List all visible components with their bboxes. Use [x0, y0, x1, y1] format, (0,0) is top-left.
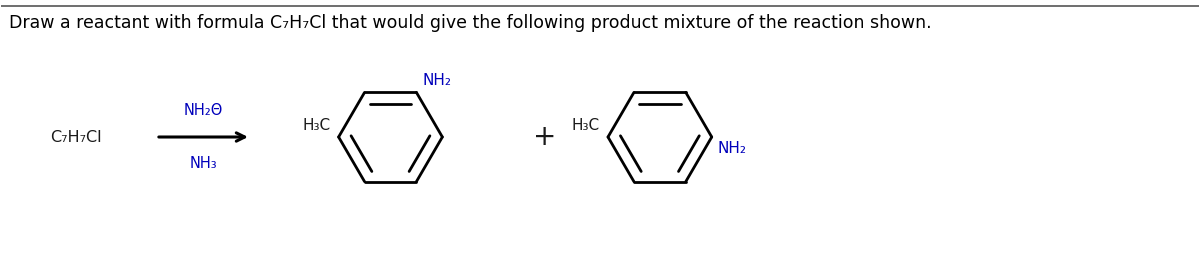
Text: Draw a reactant with formula C₇H₇Cl that would give the following product mixtur: Draw a reactant with formula C₇H₇Cl that… [10, 14, 932, 32]
Text: NH₂Θ: NH₂Θ [184, 103, 223, 118]
Text: H₃C: H₃C [302, 118, 331, 133]
Text: NH₂: NH₂ [718, 141, 746, 156]
Text: NH₂: NH₂ [422, 73, 451, 89]
Text: +: + [534, 123, 557, 151]
Text: H₃C: H₃C [572, 118, 600, 133]
Text: C₇H₇Cl: C₇H₇Cl [50, 130, 102, 144]
Text: NH₃: NH₃ [190, 156, 217, 171]
